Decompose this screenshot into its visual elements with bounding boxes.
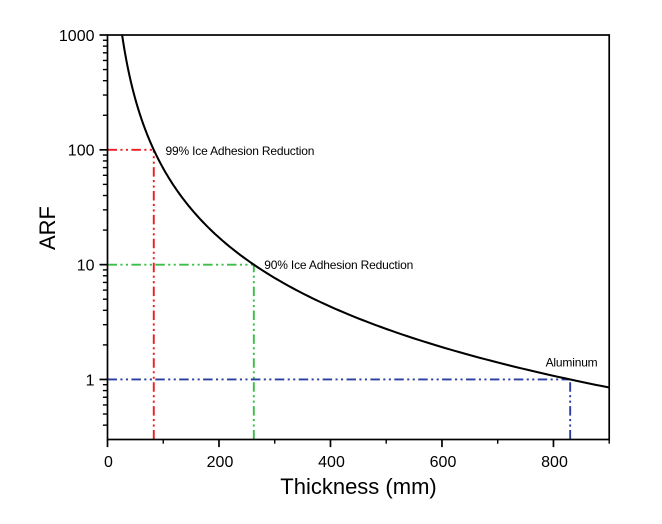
svg-text:Thickness (mm): Thickness (mm): [280, 474, 436, 499]
svg-text:90% Ice Adhesion Reduction: 90% Ice Adhesion Reduction: [264, 258, 413, 272]
svg-text:99% Ice Adhesion Reduction: 99% Ice Adhesion Reduction: [166, 144, 315, 158]
svg-text:0: 0: [104, 454, 113, 471]
svg-text:1000: 1000: [59, 28, 95, 45]
svg-text:10: 10: [77, 257, 95, 274]
svg-text:200: 200: [207, 454, 234, 471]
svg-text:800: 800: [541, 454, 568, 471]
svg-text:1: 1: [86, 372, 95, 389]
svg-text:600: 600: [430, 454, 457, 471]
svg-text:ARF: ARF: [35, 206, 60, 250]
svg-text:100: 100: [68, 143, 95, 160]
svg-text:Aluminum: Aluminum: [546, 356, 598, 370]
svg-text:400: 400: [318, 454, 345, 471]
